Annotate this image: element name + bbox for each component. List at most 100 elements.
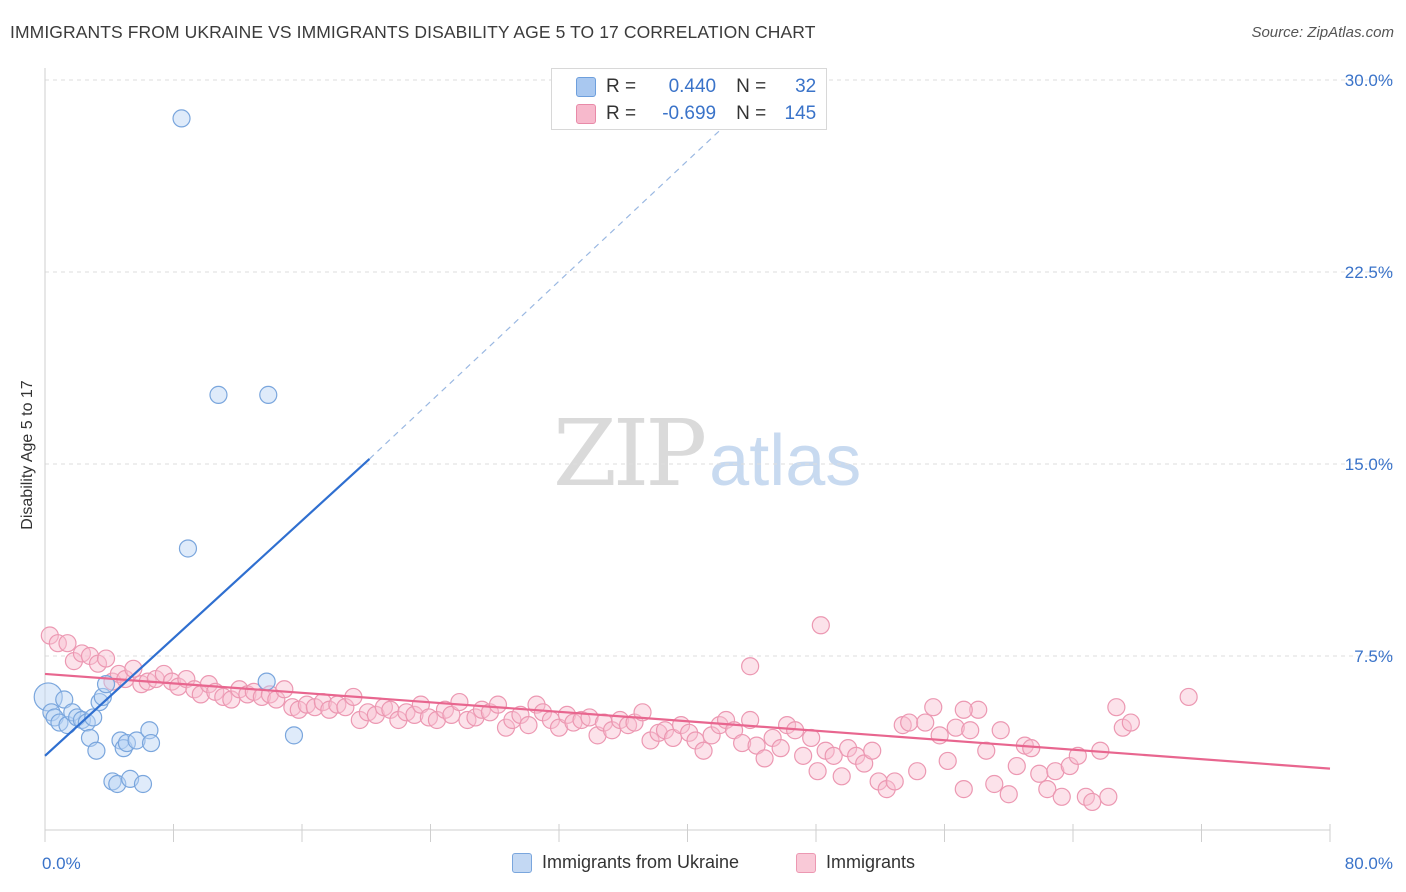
point-immigrants — [549, 718, 569, 737]
point-ukraine — [33, 682, 63, 712]
legend-item-immigrants[interactable]: Immigrants — [796, 852, 915, 873]
trendline-ukraine — [44, 458, 371, 757]
y-tick-label: 15.0% — [1345, 455, 1393, 474]
point-ukraine — [127, 731, 146, 750]
stats-n-label: N = — [736, 76, 767, 97]
point-immigrants — [991, 721, 1010, 740]
point-immigrants — [855, 754, 874, 773]
stats-row-immigrants: R = -0.699 N = 145 — [552, 101, 816, 127]
point-ukraine — [172, 109, 191, 128]
point-immigrants — [985, 774, 1004, 794]
stats-n-value: 145 — [784, 103, 817, 124]
point-immigrants — [58, 634, 77, 653]
point-ukraine — [72, 710, 92, 730]
trendline-ukraine-extension — [369, 100, 753, 460]
point-immigrants — [938, 751, 957, 771]
point-immigrants — [811, 616, 830, 635]
point-ukraine — [96, 675, 116, 694]
point-immigrants — [961, 721, 980, 740]
stats-r-value: 0.440 — [668, 76, 717, 97]
legend-swatch-immigrants — [796, 852, 816, 873]
point-immigrants — [694, 741, 713, 760]
point-ukraine — [133, 774, 153, 794]
y-tick-label: 30.0% — [1345, 71, 1393, 90]
stats-n-value: 32 — [795, 76, 817, 97]
legend: Immigrants from Ukraine Immigrants — [0, 852, 1406, 878]
point-ukraine — [103, 772, 122, 791]
point-ukraine — [63, 703, 82, 722]
point-immigrants — [794, 746, 813, 765]
legend-item-ukraine[interactable]: Immigrants from Ukraine — [512, 852, 739, 873]
legend-swatch-ukraine — [512, 852, 532, 873]
point-immigrants — [733, 733, 752, 753]
point-immigrants — [1030, 764, 1049, 783]
point-immigrants — [488, 695, 508, 714]
stats-row-ukraine: R = 0.440 N = 32 — [552, 74, 816, 100]
stats-r-label: R = — [606, 103, 637, 124]
point-immigrants — [802, 728, 821, 748]
point-ukraine — [284, 726, 304, 745]
point-immigrants — [1052, 787, 1071, 806]
point-immigrants — [1121, 713, 1140, 732]
point-immigrants — [275, 680, 294, 699]
point-immigrants — [663, 728, 683, 748]
point-ukraine — [84, 708, 103, 727]
stats-box: R = 0.440 N = 32 R = -0.699 N = 145 — [551, 68, 827, 130]
point-ukraine — [209, 385, 228, 404]
point-ukraine — [87, 741, 106, 760]
point-immigrants — [450, 692, 469, 712]
point-immigrants — [1068, 746, 1087, 765]
point-immigrants — [1038, 780, 1057, 799]
y-tick-label: 7.5% — [1354, 647, 1393, 666]
legend-label-ukraine: Immigrants from Ukraine — [542, 852, 740, 872]
point-immigrants — [405, 705, 424, 724]
point-immigrants — [1046, 762, 1065, 781]
watermark-zip: ZIP — [553, 400, 707, 507]
point-immigrants — [916, 713, 935, 732]
point-ukraine — [90, 692, 109, 712]
point-immigrants — [824, 746, 843, 765]
stats-n-label: N = — [736, 103, 767, 124]
point-ukraine — [178, 539, 198, 558]
point-ukraine — [259, 385, 278, 404]
point-immigrants — [1083, 792, 1102, 812]
point-immigrants — [954, 780, 973, 799]
stats-swatch-immigrants — [576, 104, 596, 124]
point-immigrants — [1022, 739, 1041, 758]
point-immigrants — [747, 736, 766, 755]
point-immigrants — [885, 772, 904, 791]
point-ukraine — [55, 690, 74, 709]
point-immigrants — [771, 739, 790, 758]
point-immigrants — [863, 741, 882, 760]
point-immigrants — [519, 716, 538, 735]
legend-label-immigrants: Immigrants — [826, 852, 916, 872]
point-immigrants — [442, 705, 461, 724]
stats-r-value: -0.699 — [662, 103, 717, 124]
point-immigrants — [808, 762, 827, 781]
point-immigrants — [908, 762, 927, 781]
point-immigrants — [48, 634, 67, 653]
point-immigrants — [946, 718, 965, 737]
source-credit: Source: ZipAtlas.com — [1251, 24, 1394, 41]
point-immigrants — [1107, 698, 1126, 717]
stats-r-label: R = — [606, 76, 637, 97]
point-immigrants — [954, 700, 973, 719]
point-immigrants — [1179, 687, 1198, 707]
point-immigrants — [900, 713, 919, 732]
point-immigrants — [969, 700, 988, 719]
watermark-atlas: atlas — [709, 421, 862, 501]
point-immigrants — [124, 659, 143, 678]
point-ukraine — [257, 672, 276, 691]
point-immigrants — [832, 767, 851, 786]
y-tick-label: 22.5% — [1345, 263, 1393, 282]
point-immigrants — [1099, 787, 1118, 806]
trendline-immigrants — [44, 672, 1331, 770]
point-immigrants — [1007, 756, 1026, 776]
watermark: ZIPatlas — [553, 400, 861, 507]
point-immigrants — [741, 710, 760, 730]
point-immigrants — [741, 657, 760, 676]
x-tick-label: 0.0% — [42, 854, 81, 873]
point-immigrants — [96, 649, 116, 668]
point-immigrants — [999, 785, 1018, 804]
